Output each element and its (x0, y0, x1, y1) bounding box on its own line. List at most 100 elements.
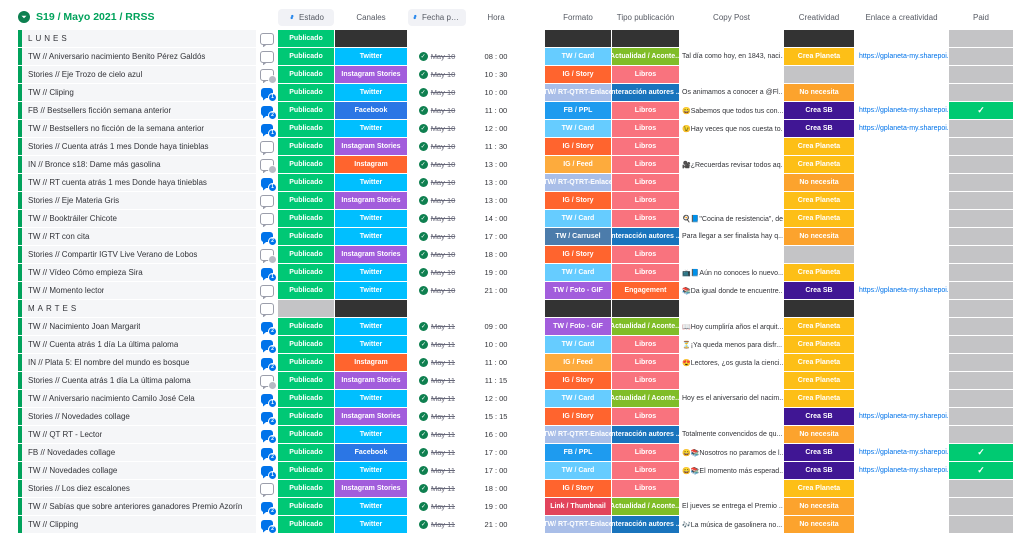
task-name-cell[interactable]: TW // Nacimiento Joan Margarit (18, 318, 256, 335)
time-cell[interactable]: 16 : 00 (467, 426, 525, 443)
date-cell[interactable]: ✓ May 11 (408, 516, 466, 533)
copy-cell[interactable]: El jueves se entrega el Premio ... (680, 498, 783, 515)
updates-bubble[interactable]: 2 (257, 516, 277, 533)
creative-link-cell[interactable] (855, 210, 948, 227)
type-cell[interactable]: Libros (612, 120, 679, 137)
type-cell[interactable]: Libros (612, 444, 679, 461)
time-cell[interactable]: 11 : 15 (467, 372, 525, 389)
time-cell[interactable]: 19 : 00 (467, 264, 525, 281)
creative-cell[interactable]: Crea SB (784, 462, 854, 479)
copy-summary-cell[interactable] (680, 300, 783, 317)
task-name-cell[interactable]: TW // Momento lector (18, 282, 256, 299)
type-summary-cell[interactable] (612, 30, 679, 47)
channel-cell[interactable]: Instagram Stories (335, 246, 407, 263)
creative-link-cell[interactable]: https://gplaneta-my.sharepoi... (855, 120, 948, 137)
date-cell[interactable]: ✓ May 10 (408, 228, 466, 245)
date-cell[interactable]: ✓ May 11 (408, 390, 466, 407)
format-cell[interactable]: IG / Story (545, 246, 611, 263)
format-cell[interactable]: TW/ RT-QTRT-Enlace (545, 84, 611, 101)
channel-cell[interactable]: Instagram Stories (335, 372, 407, 389)
time-cell[interactable]: 21 : 00 (467, 282, 525, 299)
paid-cell[interactable] (949, 120, 1013, 137)
time-cell[interactable]: 12 : 00 (467, 120, 525, 137)
collapse-group-icon[interactable] (18, 11, 30, 23)
time-cell[interactable]: 11 : 00 (467, 354, 525, 371)
creative-cell[interactable]: No necesita (784, 516, 854, 533)
creative-link-cell[interactable] (855, 84, 948, 101)
type-cell[interactable]: Interacción autores ... (612, 426, 679, 443)
creative-link-cell[interactable] (855, 390, 948, 407)
creative-cell[interactable]: Crea Planeta (784, 354, 854, 371)
channel-summary-cell[interactable] (335, 30, 407, 47)
paid-cell[interactable] (949, 246, 1013, 263)
copy-cell[interactable]: 📺📘Aún no conoces lo nuevo... (680, 264, 783, 281)
copy-cell[interactable]: Hoy es el aniversario del nacim... (680, 390, 783, 407)
type-cell[interactable]: Libros (612, 210, 679, 227)
format-cell[interactable]: IG / Feed (545, 156, 611, 173)
creative-link-cell[interactable] (855, 156, 948, 173)
updates-bubble[interactable] (257, 192, 277, 209)
format-cell[interactable]: IG / Story (545, 66, 611, 83)
paid-cell[interactable] (949, 192, 1013, 209)
status-cell[interactable]: Publicado (278, 192, 334, 209)
status-cell[interactable]: Publicado (278, 246, 334, 263)
paid-cell[interactable] (949, 516, 1013, 533)
time-cell[interactable]: 10 : 00 (467, 84, 525, 101)
copy-cell[interactable]: 😄📚Nosotros no paramos de l... (680, 444, 783, 461)
updates-bubble[interactable] (257, 282, 277, 299)
type-cell[interactable]: Libros (612, 246, 679, 263)
updates-bubble[interactable]: 2 (257, 228, 277, 245)
format-cell[interactable]: IG / Feed (545, 354, 611, 371)
format-cell[interactable]: IG / Story (545, 372, 611, 389)
column-header-paid[interactable]: Paid (972, 12, 989, 22)
paid-cell[interactable] (949, 228, 1013, 245)
column-header-estado[interactable]: Estado (278, 8, 334, 26)
type-cell[interactable]: Interacción autores ... (612, 516, 679, 533)
type-cell[interactable]: Interacción autores ... (612, 228, 679, 245)
format-cell[interactable]: Link / Thumbnail (545, 498, 611, 515)
date-cell[interactable]: ✓ May 10 (408, 102, 466, 119)
format-summary-cell[interactable] (545, 300, 611, 317)
date-cell[interactable]: ✓ May 11 (408, 318, 466, 335)
copy-cell[interactable]: 🎶La música de gasolinera no... (680, 516, 783, 533)
channel-cell[interactable]: Facebook (335, 444, 407, 461)
type-cell[interactable]: Libros (612, 462, 679, 479)
channel-cell[interactable]: Twitter (335, 264, 407, 281)
creative-summary-cell[interactable] (784, 30, 854, 47)
time-cell[interactable]: 11 : 30 (467, 138, 525, 155)
status-cell[interactable]: Publicado (278, 408, 334, 425)
creative-link-cell[interactable]: https://gplaneta-my.sharepoi... (855, 462, 948, 479)
creative-cell[interactable]: Crea Planeta (784, 480, 854, 497)
updates-bubble[interactable] (257, 210, 277, 227)
paid-cell[interactable] (949, 336, 1013, 353)
task-name-cell[interactable]: IN // Plata 5: El nombre del mundo es bo… (18, 354, 256, 371)
date-cell[interactable]: ✓ May 10 (408, 66, 466, 83)
channel-cell[interactable]: Twitter (335, 336, 407, 353)
copy-cell[interactable]: Totalmente convencidos de qu... (680, 426, 783, 443)
channel-cell[interactable]: Instagram Stories (335, 192, 407, 209)
link-summary-cell[interactable] (855, 300, 948, 317)
creative-link-cell[interactable] (855, 480, 948, 497)
creative-summary-cell[interactable] (784, 300, 854, 317)
type-cell[interactable]: Libros (612, 102, 679, 119)
creative-link-cell[interactable] (855, 66, 948, 83)
task-name-cell[interactable]: Stories // Eje Materia Gris (18, 192, 256, 209)
task-name-cell[interactable]: TW // Aniversario nacimiento Benito Pére… (18, 48, 256, 65)
format-cell[interactable]: TW / Card (545, 390, 611, 407)
channel-cell[interactable]: Twitter (335, 228, 407, 245)
date-cell[interactable]: ✓ May 10 (408, 138, 466, 155)
updates-bubble[interactable]: 2 (257, 426, 277, 443)
channel-cell[interactable]: Twitter (335, 174, 407, 191)
channel-cell[interactable]: Twitter (335, 498, 407, 515)
paid-cell[interactable] (949, 174, 1013, 191)
task-name-cell[interactable]: TW // Bestsellers no ficción de la seman… (18, 120, 256, 137)
copy-cell[interactable] (680, 138, 783, 155)
creative-link-cell[interactable] (855, 336, 948, 353)
updates-bubble[interactable]: 2 (257, 408, 277, 425)
date-cell[interactable]: ✓ May 10 (408, 84, 466, 101)
updates-bubble[interactable] (257, 138, 277, 155)
type-cell[interactable]: Libros (612, 408, 679, 425)
updates-bubble[interactable] (257, 372, 277, 389)
copy-cell[interactable]: Para llegar a ser finalista hay q... (680, 228, 783, 245)
channel-cell[interactable]: Twitter (335, 462, 407, 479)
